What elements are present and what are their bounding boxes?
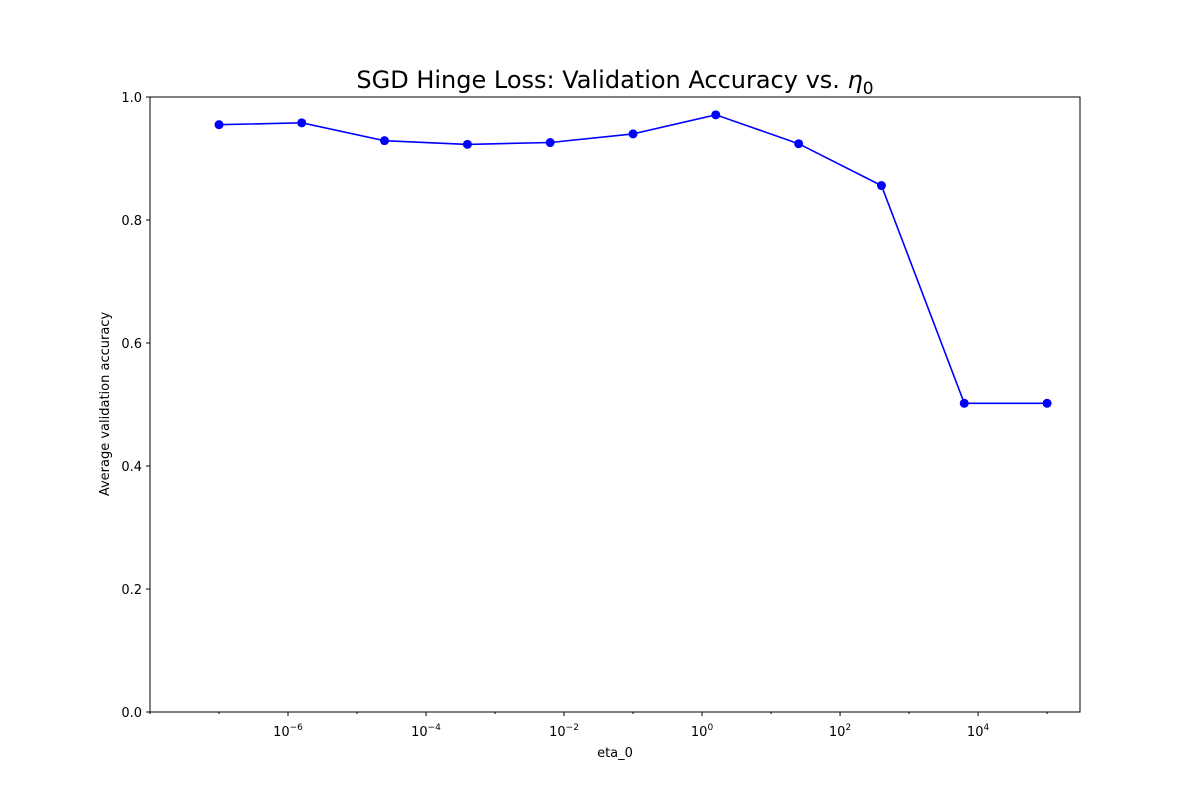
plot-area: 0.00.20.40.60.81.010−6 10−4 10−2 100 102 104 bbox=[121, 91, 1081, 740]
chart-title-subscript: 0 bbox=[863, 79, 874, 99]
data-point bbox=[1042, 398, 1052, 408]
data-point bbox=[462, 139, 472, 149]
y-tick-label: 0.0 bbox=[121, 706, 142, 721]
y-tick-label: 0.6 bbox=[121, 337, 142, 352]
y-tick-label: 0.8 bbox=[121, 214, 142, 229]
x-tick-label: 10−4 bbox=[411, 723, 441, 740]
x-tick-label: 10−2 bbox=[549, 723, 579, 740]
y-tick-label: 0.4 bbox=[121, 460, 142, 475]
chart-title: SGD Hinge Loss: Validation Accuracy vs. … bbox=[356, 66, 873, 99]
x-tick-label-exponent: −4 bbox=[428, 723, 442, 733]
x-tick-label-base: 10 bbox=[691, 725, 708, 740]
axes-frame bbox=[149, 96, 1081, 713]
x-tick-label: 102 bbox=[829, 723, 851, 740]
data-point bbox=[876, 181, 886, 191]
data-point bbox=[297, 118, 307, 128]
data-point bbox=[959, 398, 969, 408]
data-point bbox=[214, 120, 224, 130]
x-axis-label: eta_0 bbox=[597, 746, 633, 761]
data-point bbox=[628, 129, 638, 139]
x-tick-label-exponent: 4 bbox=[983, 723, 989, 733]
data-point bbox=[711, 110, 721, 120]
x-tick-label-base: 10 bbox=[549, 725, 566, 740]
y-axis-label: Average validation accuracy bbox=[98, 312, 113, 497]
y-tick-label: 1.0 bbox=[121, 91, 142, 106]
data-point bbox=[379, 136, 389, 146]
x-tick-label-exponent: −2 bbox=[566, 723, 579, 733]
chart-title-text: SGD Hinge Loss: Validation Accuracy vs. bbox=[356, 66, 847, 94]
x-tick-label-exponent: 2 bbox=[845, 723, 851, 733]
chart-title-symbol: η bbox=[848, 66, 863, 94]
x-tick-label: 10−6 bbox=[273, 723, 303, 740]
x-tick-label-exponent: −6 bbox=[290, 723, 304, 733]
x-tick-label: 104 bbox=[967, 723, 990, 740]
x-tick-label-base: 10 bbox=[829, 725, 846, 740]
x-tick-label: 100 bbox=[691, 723, 714, 740]
x-tick-label-base: 10 bbox=[273, 725, 290, 740]
data-point bbox=[545, 138, 555, 148]
x-tick-label-exponent: 0 bbox=[707, 723, 713, 733]
y-tick-label: 0.2 bbox=[121, 583, 142, 598]
data-point bbox=[794, 139, 804, 149]
x-tick-label-base: 10 bbox=[967, 725, 984, 740]
x-tick-label-base: 10 bbox=[411, 725, 428, 740]
